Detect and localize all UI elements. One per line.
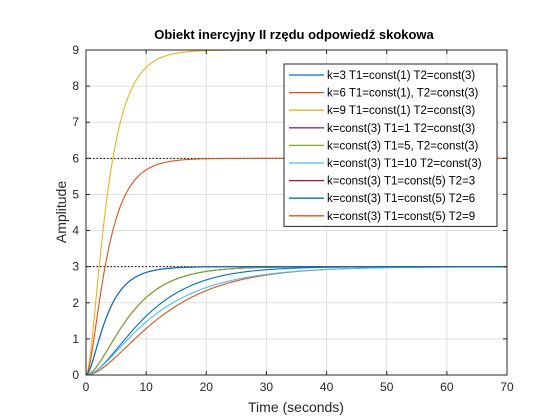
y-tick-label: 3 <box>72 260 79 274</box>
plot-frame <box>85 49 508 376</box>
y-tick-label: 4 <box>72 224 79 238</box>
x-tick-label: 50 <box>380 380 394 394</box>
legend-entry: k=9 T1=const(1) T2=const(3) <box>327 105 475 117</box>
y-tick-label: 8 <box>72 79 79 93</box>
y-tick-label: 1 <box>72 332 79 346</box>
axis-ticks: 0 10 20 30 40 50 60 70 0 1 2 3 4 5 6 7 8 9 <box>72 43 514 394</box>
legend-entry: k=const(3) T1=const(5) T2=6 <box>327 193 475 205</box>
legend: k=3 T1=const(1) T2=const(3) k=6 T1=const(… <box>283 63 498 227</box>
legend-entry: k=const(3) T1=1 T2=const(3) <box>327 123 475 135</box>
y-tick-label: 9 <box>72 43 79 57</box>
y-tick-label: 7 <box>72 115 79 129</box>
x-tick-label: 60 <box>440 380 454 394</box>
legend-entry: k=3 T1=const(1) T2=const(3) <box>327 70 475 82</box>
x-axis-label: Time (seconds) <box>248 399 344 415</box>
legend-entry: k=const(3) T1=5, T2=const(3) <box>327 140 479 152</box>
y-tick-label: 6 <box>72 151 79 165</box>
y-tick-label: 2 <box>72 296 79 310</box>
legend-entry: k=const(3) T1=10 T2=const(3) <box>327 158 482 170</box>
legend-entry: k=6 T1=const(1), T2=const(3) <box>327 88 479 100</box>
x-tick-label: 10 <box>139 380 153 394</box>
x-tick-label: 40 <box>320 380 334 394</box>
legend-entry: k=const(3) T1=const(5) T2=3 <box>327 176 475 188</box>
chart-title: Obiekt inercyjny II rzędu odpowiedź skok… <box>154 27 434 42</box>
y-tick-label: 0 <box>72 368 79 382</box>
x-tick-label: 0 <box>83 380 90 394</box>
y-tick-label: 5 <box>72 187 79 201</box>
series-line-1 <box>85 266 507 376</box>
x-tick-label: 30 <box>260 380 274 394</box>
x-tick-label: 20 <box>200 380 214 394</box>
y-axis-label: Amplitude <box>53 181 69 243</box>
x-tick-label: 70 <box>500 380 514 394</box>
legend-entry: k=const(3) T1=const(5) T2=9 <box>327 211 475 223</box>
